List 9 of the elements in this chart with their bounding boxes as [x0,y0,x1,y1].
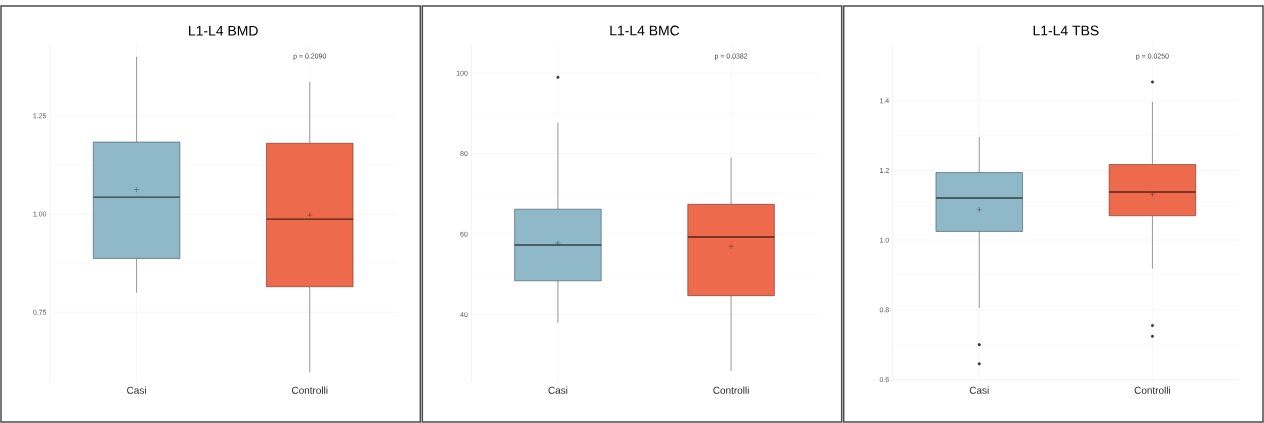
chart-title: L1-L4 BMD [189,25,258,36]
chart-title: L1-L4 TBS [1033,25,1099,36]
x-tick-label: Casi [969,386,989,394]
x-tick-label: Controlli [1134,386,1171,394]
x-tick-label: Controlli [713,386,749,394]
x-tick-label: Casi [127,386,146,394]
chart-title: L1-L4 BMC [610,25,680,36]
x-tick-label: Casi [548,386,568,394]
x-tick-label: Controlli [291,386,328,394]
